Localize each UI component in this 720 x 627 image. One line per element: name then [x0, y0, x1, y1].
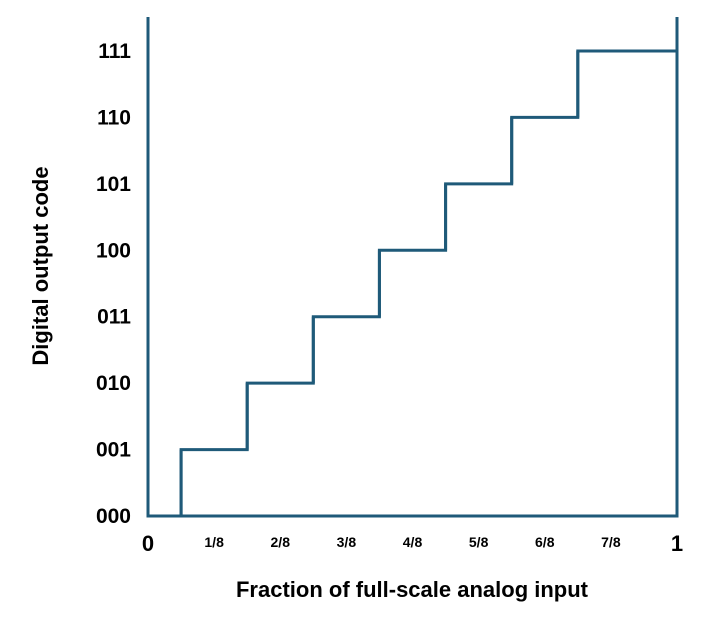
- x-axis-title: Fraction of full-scale analog input: [236, 577, 589, 602]
- y-tick-label: 010: [96, 372, 131, 395]
- y-tick-labels: 000 001 010 011 100 101 110 111: [96, 40, 131, 528]
- x-tick-labels: 0 1/8 2/8 3/8 4/8 5/8 6/8 7/8 1: [142, 531, 683, 556]
- y-tick-label: 001: [96, 439, 131, 462]
- y-axis-title: Digital output code: [28, 166, 53, 365]
- y-tick-label: 011: [97, 306, 131, 329]
- x-tick-label: 4/8: [403, 534, 423, 550]
- step-series-line: [148, 49, 677, 518]
- y-tick-label: 000: [96, 505, 131, 528]
- y-tick-label: 101: [96, 173, 131, 196]
- x-tick-label: 5/8: [469, 534, 489, 550]
- x-tick-label: 6/8: [535, 534, 555, 550]
- x-tick-label: 1/8: [204, 534, 224, 550]
- y-tick-label: 110: [97, 106, 131, 129]
- y-tick-label: 100: [96, 239, 131, 262]
- x-tick-label: 1: [671, 531, 683, 556]
- x-tick-label: 3/8: [337, 534, 357, 550]
- y-tick-label: 111: [98, 40, 131, 63]
- step-series: [148, 49, 677, 518]
- axes: [146, 17, 679, 518]
- x-tick-label: 0: [142, 531, 154, 556]
- x-tick-label: 7/8: [601, 534, 621, 550]
- x-tick-label: 2/8: [271, 534, 291, 550]
